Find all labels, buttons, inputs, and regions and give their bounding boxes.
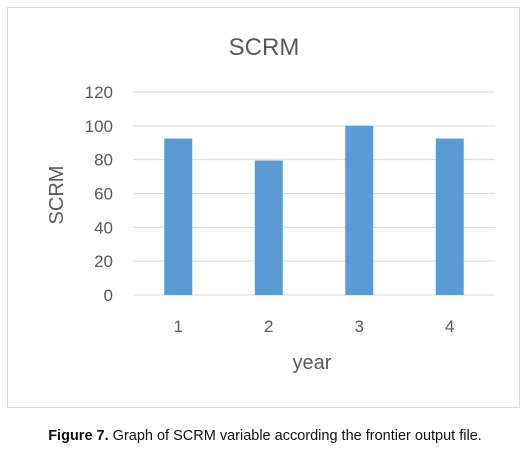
y-tick-label: 80: [94, 151, 113, 170]
bar-chart: SCRM 0 20 40 60 80 100 120 1 2 3 4 SCRM year: [46, 34, 495, 374]
y-tick-labels: 0 20 40 60 80 100 120: [85, 83, 113, 305]
bar-1: [164, 138, 193, 295]
caption-text: Graph of SCRM variable according the fro…: [108, 428, 482, 444]
gridlines: [133, 91, 495, 296]
bar-4: [435, 138, 464, 295]
chart-title: SCRM: [229, 34, 300, 61]
x-tick-label: 2: [264, 317, 273, 336]
figure-caption: Figure 7. Graph of SCRM variable accordi…: [0, 428, 530, 444]
y-tick-label: 60: [94, 185, 113, 204]
x-tick-label: 3: [355, 317, 364, 336]
y-tick-label: 120: [85, 83, 113, 102]
bar-2: [254, 160, 283, 295]
bars: [164, 125, 464, 295]
y-tick-label: 0: [104, 286, 113, 305]
x-tick-label: 1: [174, 317, 183, 336]
y-tick-label: 40: [94, 218, 113, 237]
x-tick-labels: 1 2 3 4: [174, 317, 455, 336]
x-tick-label: 4: [445, 317, 454, 336]
y-axis-title: SCRM: [46, 166, 68, 225]
caption-label: Figure 7.: [48, 428, 109, 444]
y-tick-label: 100: [85, 117, 113, 136]
x-axis-title: year: [293, 352, 332, 374]
y-tick-label: 20: [94, 252, 113, 271]
bar-3: [345, 125, 374, 295]
